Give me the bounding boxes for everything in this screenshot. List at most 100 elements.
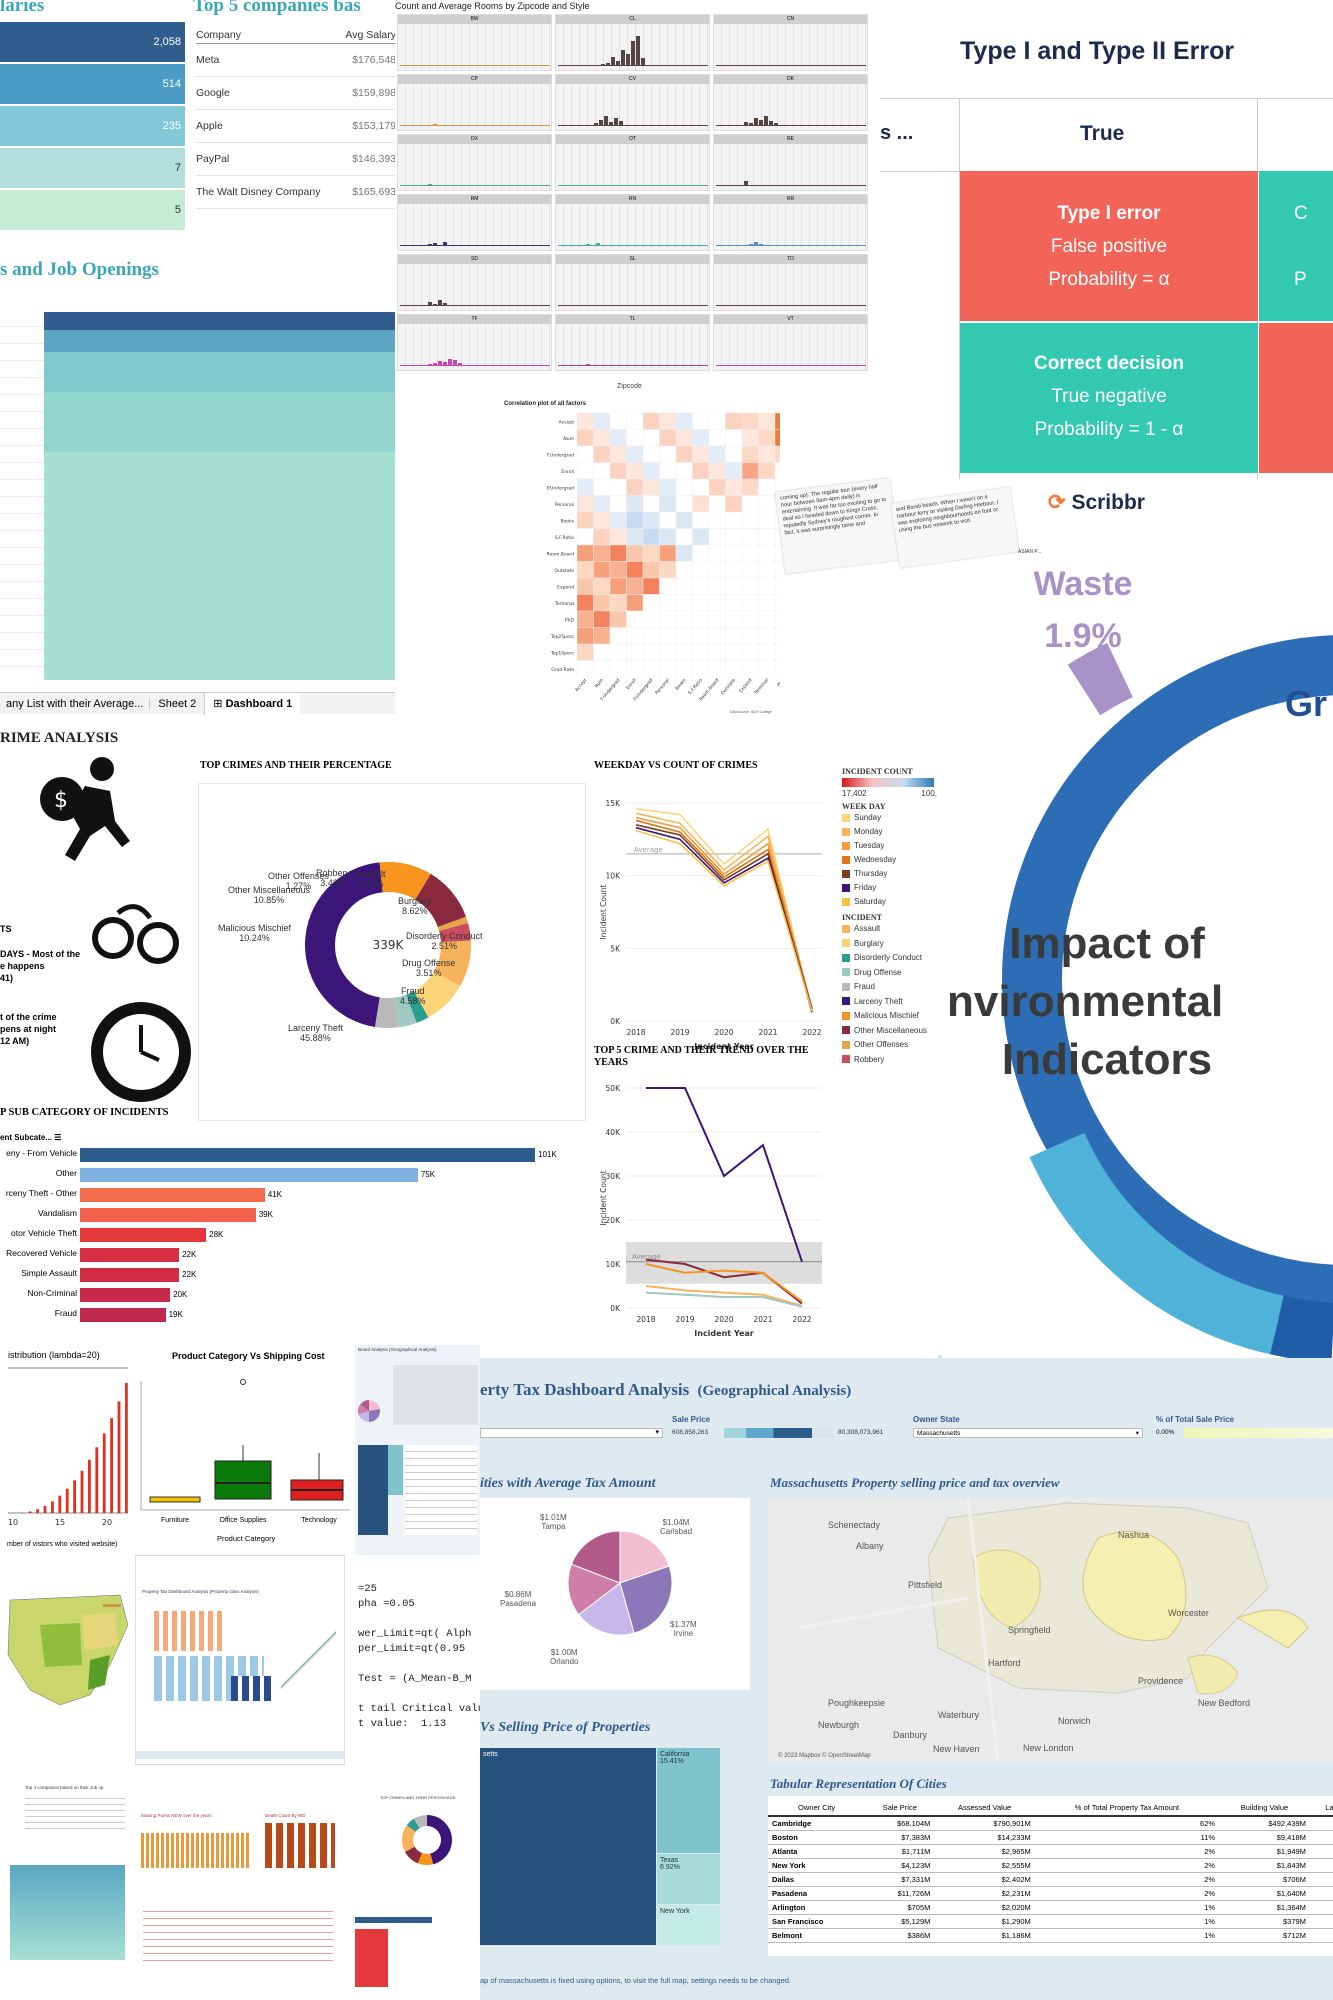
trend-series[interactable]	[646, 1087, 803, 1263]
mini-tax-taskbar	[136, 1751, 344, 1759]
city-pie-slice[interactable]	[578, 1582, 635, 1636]
trend-series[interactable]	[645, 1285, 803, 1307]
crime-slice[interactable]	[433, 940, 471, 987]
donut-ring-outer	[1002, 635, 1333, 1325]
crime-slice-pct: 45.88%	[300, 1033, 331, 1043]
legend-swatch	[842, 924, 850, 933]
trend-series[interactable]	[645, 1263, 803, 1303]
city-table-cell: 2%	[1034, 1844, 1220, 1859]
crime-slice[interactable]	[405, 991, 429, 1023]
corr-cell	[692, 495, 710, 513]
city-table-col[interactable]: Owner City	[768, 1800, 866, 1817]
crime-slice-name: Robbery	[316, 868, 351, 878]
corr-cell	[692, 627, 710, 645]
poisson-bar	[102, 1433, 106, 1513]
poisson-xtick: 10	[8, 1518, 18, 1527]
trend-ytick: 0K	[610, 1304, 621, 1313]
corr-cell	[708, 643, 726, 661]
city-pie-slice[interactable]	[567, 1563, 622, 1616]
corr-cell	[642, 478, 660, 496]
city-table-col[interactable]: Assessed Value	[934, 1800, 1035, 1817]
city-table-col[interactable]: Land Va	[1309, 1800, 1333, 1817]
corr-cell	[609, 544, 627, 562]
owner-state-select[interactable]: Massachusetts ▾	[913, 1428, 1143, 1438]
note-right-text: and Bondi beach. When I wasn't on a harb…	[895, 494, 999, 534]
trend-series[interactable]	[645, 1291, 803, 1308]
crime-slice[interactable]	[414, 873, 467, 928]
mini-geo-tree	[358, 1445, 388, 1535]
weekday-series[interactable]	[635, 819, 813, 1009]
tab-sheet2[interactable]: Sheet 2	[149, 697, 204, 710]
tree-massachusetts[interactable]: setts	[480, 1748, 656, 1945]
crime-slice[interactable]	[305, 862, 384, 1027]
corr-cell	[609, 445, 627, 463]
sort-icon[interactable]: ☰	[54, 1133, 62, 1142]
crime-slice-pct: 10.24%	[239, 933, 270, 943]
tree-newyork[interactable]: New York	[657, 1905, 720, 1945]
city-table-col[interactable]: Building Value	[1219, 1800, 1310, 1817]
corr-row-label: Top10perc	[550, 651, 575, 657]
legend-swatch	[842, 1055, 850, 1064]
range-slider[interactable]	[724, 1428, 834, 1438]
crime-donut: 339K	[305, 862, 471, 1028]
subcat-title: P SUB CATEGORY OF INCIDENTS	[0, 1107, 169, 1118]
city-table-col[interactable]: % of Total Property Tax Amount	[1034, 1800, 1220, 1817]
map-area[interactable]: Schenectady Albany Pittsfield Springfield Ha…	[768, 1498, 1333, 1763]
rooms-bar	[619, 121, 623, 126]
subcat-bar	[80, 1188, 265, 1202]
city-table-cell: $2,402M	[934, 1872, 1035, 1887]
weekday-series[interactable]	[635, 808, 813, 1013]
poisson-bar	[28, 1511, 32, 1513]
tab-company-list[interactable]: any List with their Average...	[6, 697, 144, 710]
mini-death-title: Death Count By WD	[265, 1813, 306, 1818]
city-pie-slice[interactable]	[570, 1530, 621, 1584]
tree-california[interactable]: California 15.41%	[657, 1748, 720, 1853]
corr-cell	[593, 445, 611, 463]
weekday-series[interactable]	[635, 812, 813, 1010]
correct-heading: Correct decision	[1034, 353, 1184, 374]
rooms-baseline	[558, 305, 708, 306]
crime-slice[interactable]	[413, 970, 461, 1018]
city-table-wrap: Owner City Sale Price Assessed Value% of T…	[768, 1796, 1333, 1956]
crime-slice[interactable]	[437, 916, 469, 932]
correct-cell: Correct decision True negative Probabili…	[960, 323, 1258, 473]
crime-slice[interactable]	[439, 923, 471, 943]
city-table-cell: $705M	[865, 1900, 935, 1915]
crime-slice[interactable]	[394, 994, 417, 1028]
rooms-baseline	[558, 125, 708, 126]
tree-texas[interactable]: Texas 6.92%	[657, 1854, 720, 1904]
rooms-facet-header: TO	[714, 255, 867, 264]
corr-cell	[708, 627, 726, 645]
city-pie-slice[interactable]	[619, 1565, 673, 1634]
crime-slice-name: Drug Offense	[402, 958, 456, 968]
pct-slider[interactable]: 0.00%	[1156, 1428, 1333, 1438]
rooms-bar	[428, 302, 432, 306]
legend-day-label: Wednesday	[854, 855, 897, 864]
mini-jobs-table	[25, 1793, 125, 1833]
city-table-cell: $5,129M	[865, 1914, 935, 1929]
tab-dashboard1-label: Dashboard 1	[225, 697, 293, 710]
legend-day-item: Saturday	[842, 895, 942, 909]
subcat-bar	[80, 1288, 171, 1302]
trend-chart: 50K 40K 30K 20K 10K 0K 2018 2019 2020 2021 2022 Ave…	[599, 1084, 822, 1338]
crime-slice[interactable]	[379, 862, 431, 900]
crime-slice-label: Other Offenses 1.27%	[268, 871, 329, 891]
city-table-row[interactable]: Cambridge$68,104M$790,901M62%$492,439M$2…	[768, 1816, 1333, 1831]
tab-dashboard1[interactable]: ⊞ Dashboard 1	[204, 692, 301, 715]
filter-sale-price-range[interactable]: 608,858,263 80,308,073,961	[672, 1428, 883, 1438]
rooms-facet: CV	[555, 74, 710, 131]
city-table-col[interactable]: Sale Price	[865, 1800, 935, 1817]
crime-slice[interactable]	[375, 997, 399, 1028]
corr-cell	[774, 478, 780, 496]
weekday-series[interactable]	[635, 829, 813, 1012]
city-table-cell: $473	[1309, 1928, 1333, 1943]
filter-left-select[interactable]: ▾	[480, 1428, 663, 1438]
